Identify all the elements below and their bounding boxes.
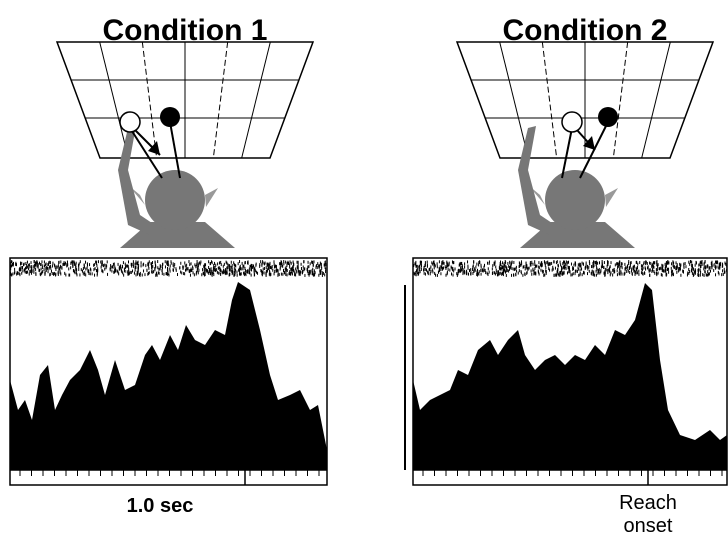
grid-line xyxy=(612,41,629,159)
event-label: onset xyxy=(624,515,673,537)
grid-line xyxy=(212,41,229,159)
head xyxy=(145,170,205,230)
ear xyxy=(605,188,618,207)
grid-line xyxy=(241,41,271,159)
gaze xyxy=(561,127,573,179)
grid-line xyxy=(99,41,129,159)
grid-line xyxy=(541,41,558,159)
arrowhead xyxy=(148,141,160,155)
arm xyxy=(518,126,555,235)
histogram xyxy=(413,283,727,470)
arm xyxy=(118,126,155,235)
scene xyxy=(455,41,715,248)
target-filled xyxy=(160,107,180,127)
histogram xyxy=(10,282,327,470)
target-filled xyxy=(598,107,618,127)
plot-frame xyxy=(9,257,328,486)
grid-line xyxy=(499,41,529,159)
arrowhead xyxy=(583,136,595,150)
grid-line xyxy=(641,41,671,159)
target-grid xyxy=(455,41,715,159)
scene xyxy=(55,41,315,248)
target-open xyxy=(119,111,141,133)
gaze xyxy=(169,121,181,179)
head xyxy=(545,170,605,230)
gaze xyxy=(129,127,163,179)
event-label: Reach xyxy=(619,492,677,514)
time-scale-label: 1.0 sec xyxy=(127,495,194,517)
grid-line xyxy=(141,41,158,159)
plot-frame xyxy=(412,257,728,486)
ear xyxy=(205,188,218,207)
target-open xyxy=(561,111,583,133)
